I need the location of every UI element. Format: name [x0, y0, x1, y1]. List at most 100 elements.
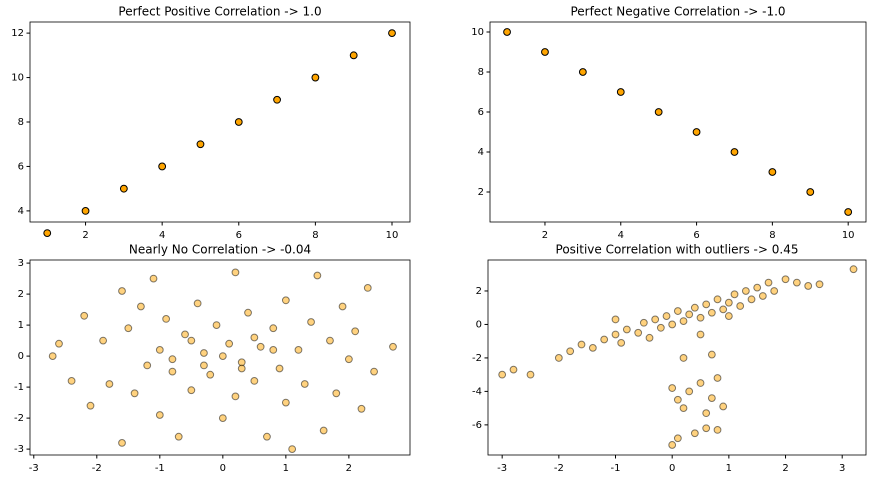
subplot-title: Perfect Positive Correlation -> 1.0 — [118, 5, 321, 19]
point — [344, 355, 353, 364]
point — [713, 374, 722, 382]
y-tick-label: 2 — [18, 289, 24, 300]
point — [736, 302, 745, 310]
point — [225, 339, 234, 348]
point — [234, 118, 243, 126]
point — [588, 343, 597, 352]
point — [281, 398, 290, 407]
point — [137, 302, 145, 311]
point — [679, 404, 688, 413]
point — [656, 323, 665, 332]
point — [804, 282, 813, 290]
point — [388, 29, 396, 38]
y-tick-label: -4 — [472, 386, 482, 397]
y-tick-label: 2 — [476, 286, 482, 297]
point — [702, 424, 711, 433]
x-tick-label: 0 — [669, 463, 675, 474]
x-tick-label: -2 — [92, 463, 102, 474]
y-tick-label: 8 — [18, 117, 24, 128]
point — [168, 355, 177, 364]
x-tick-label: 0 — [220, 463, 226, 474]
point — [326, 336, 334, 345]
point — [193, 299, 202, 308]
point — [600, 335, 609, 344]
point — [313, 271, 322, 280]
point — [815, 280, 824, 289]
y-tick-label: 2 — [478, 187, 484, 198]
point — [668, 384, 677, 392]
point — [792, 278, 801, 287]
point — [526, 370, 535, 379]
axes-frame — [487, 259, 867, 456]
point — [67, 377, 76, 385]
point — [690, 303, 699, 312]
point — [707, 350, 716, 359]
point — [611, 315, 620, 324]
point — [288, 445, 297, 454]
point — [741, 287, 750, 295]
y-tick-label: 6 — [478, 107, 484, 118]
point — [263, 432, 271, 441]
point — [81, 206, 90, 215]
x-tick-label: -3 — [29, 463, 39, 474]
point — [269, 346, 278, 354]
point — [730, 290, 739, 299]
x-tick-label: 1 — [283, 463, 289, 474]
point — [250, 333, 259, 342]
point — [639, 318, 648, 327]
point — [696, 379, 705, 387]
point — [155, 411, 164, 419]
point — [200, 361, 208, 370]
x-tick-label: 2 — [346, 463, 352, 474]
point — [363, 284, 372, 292]
point — [654, 108, 663, 116]
point — [206, 370, 215, 379]
point — [130, 389, 139, 398]
point — [294, 346, 303, 354]
axes-frame — [29, 259, 411, 456]
point — [307, 318, 315, 326]
point — [332, 389, 341, 398]
x-tick-label: 2 — [82, 230, 88, 241]
point — [719, 402, 728, 411]
point — [770, 287, 779, 295]
x-tick-label: 4 — [618, 230, 624, 241]
point — [713, 425, 722, 434]
point — [275, 364, 284, 373]
x-tick-label: 6 — [236, 230, 242, 241]
point — [541, 48, 549, 56]
x-tick-label: -1 — [611, 463, 621, 474]
point — [119, 184, 128, 193]
x-tick-label: 8 — [312, 230, 318, 241]
point — [187, 386, 196, 395]
x-tick-label: -2 — [554, 463, 564, 474]
point — [730, 148, 739, 156]
point — [105, 380, 114, 388]
point — [168, 367, 177, 376]
point — [300, 380, 309, 388]
point — [174, 432, 183, 441]
point — [231, 268, 240, 277]
x-tick-label: 10 — [386, 230, 399, 241]
point — [155, 346, 164, 354]
point — [311, 73, 320, 82]
point — [162, 315, 171, 323]
y-tick-label: 10 — [11, 73, 24, 84]
point — [616, 88, 625, 96]
x-tick-label: 4 — [159, 230, 165, 241]
point — [99, 336, 108, 345]
x-tick-label: 2 — [542, 230, 548, 241]
point — [269, 324, 278, 333]
point — [578, 68, 587, 76]
point — [844, 208, 853, 216]
y-tick-label: 1 — [18, 320, 24, 331]
point — [724, 298, 733, 307]
point — [143, 361, 152, 370]
point — [645, 333, 654, 342]
point — [149, 274, 158, 283]
y-tick-label: -1 — [14, 382, 24, 393]
point — [673, 307, 682, 315]
y-tick-label: 4 — [478, 147, 484, 158]
point — [554, 354, 563, 362]
point — [273, 95, 281, 104]
